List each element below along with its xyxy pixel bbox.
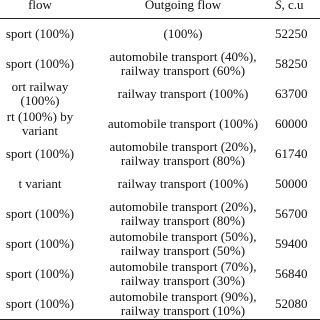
header-cell: S, c.u — [275, 0, 320, 14]
cell-text: sport (100%) — [5, 56, 75, 71]
header-text: S, c.u — [275, 0, 304, 12]
cell-text: 59400 — [275, 236, 308, 251]
table-cell: railway transport (100%) — [86, 169, 280, 199]
table-cell: sport (100%) — [0, 19, 80, 49]
table-cell: automobile transport (90%), railway trans… — [86, 289, 280, 319]
table-cell: sport (100%) — [0, 139, 80, 169]
cell-text: automobile transport (50%), — [109, 229, 257, 244]
table-cell: 56700 — [275, 199, 320, 229]
cell-text: t variant — [18, 176, 62, 191]
table-cell: 58250 — [275, 49, 320, 79]
cell-text: automobile transport (20%), — [109, 199, 257, 214]
table-cell: sport (100%) — [0, 199, 80, 229]
table-cell: rt (100%) by variant — [0, 109, 80, 139]
table-cell: sport (100%) — [0, 229, 80, 259]
cell-text: (100%) — [163, 26, 203, 41]
table-cell: automobile transport (50%), railway trans… — [86, 229, 280, 259]
cell-text: railway transport (10%) — [120, 303, 246, 318]
table-cell: automobile transport (70%), railway trans… — [86, 259, 280, 289]
cell-text: variant — [21, 123, 59, 138]
cell-text: railway transport (100%) — [117, 86, 249, 101]
cell-text: sport (100%) — [5, 146, 75, 161]
cell-text: 52250 — [275, 26, 308, 41]
table-cell: sport (100%) — [0, 259, 80, 289]
table-cell: sport (100%) — [0, 289, 80, 319]
cell-text: sport (100%) — [5, 236, 75, 251]
cell-text: sport (100%) — [5, 296, 75, 311]
cell-text: ort railway — [11, 79, 69, 94]
table-cell: 60000 — [275, 109, 320, 139]
header-cell: Outgoing flow — [86, 0, 280, 14]
table-cell: automobile transport (20%), railway trans… — [86, 139, 280, 169]
header-text: flow — [28, 0, 52, 12]
table-cell: 52080 — [275, 289, 320, 319]
cell-text: 60000 — [275, 116, 308, 131]
cell-text: railway transport (60%) — [120, 63, 246, 78]
header-rule — [0, 18, 320, 19]
table-cell: t variant — [0, 169, 80, 199]
cell-text: sport (100%) — [5, 266, 75, 281]
cell-text: automobile transport (20%), — [109, 139, 257, 154]
table-cell: 63700 — [275, 79, 320, 109]
table-cell: (100%) — [86, 19, 280, 49]
table-cell: 50000 — [275, 169, 320, 199]
header-cell: flow — [0, 0, 80, 14]
cell-text: 61740 — [275, 146, 308, 161]
cell-text: railway transport (100%) — [117, 176, 249, 191]
cell-text: 50000 — [275, 176, 308, 191]
table-cell: automobile transport (20%), railway trans… — [86, 199, 280, 229]
cell-text: 63700 — [275, 86, 308, 101]
cell-text: 52080 — [275, 296, 308, 311]
cell-text: sport (100%) — [5, 26, 75, 41]
cell-text: 56700 — [275, 206, 308, 221]
table-cell: 52250 — [275, 19, 320, 49]
cell-text: (100%) — [20, 93, 60, 108]
table-cell: automobile transport (40%), railway trans… — [86, 49, 280, 79]
table-cell: 56840 — [275, 259, 320, 289]
cell-text: automobile transport (90%), — [109, 289, 257, 304]
table-cell: ort railway (100%) — [0, 79, 80, 109]
cell-text: 56840 — [275, 266, 308, 281]
cell-text: railway transport (80%) — [120, 153, 246, 168]
table-cell: automobile transport (100%) — [86, 109, 280, 139]
table-cell: sport (100%) — [0, 49, 80, 79]
table-cell: railway transport (100%) — [86, 79, 280, 109]
cell-text: automobile transport (100%) — [107, 116, 259, 131]
cell-text: rt (100%) by — [6, 109, 74, 124]
cell-text: sport (100%) — [5, 206, 75, 221]
cell-text: automobile transport (70%), — [109, 259, 257, 274]
cell-text: railway transport (80%) — [120, 213, 246, 228]
table-cell: 61740 — [275, 139, 320, 169]
cell-text: 58250 — [275, 56, 308, 71]
header-text: Outgoing flow — [144, 0, 222, 12]
cell-text: railway transport (50%) — [120, 243, 246, 258]
cell-text: automobile transport (40%), — [109, 49, 257, 64]
table-cell: 59400 — [275, 229, 320, 259]
cell-text: railway transport (30%) — [120, 273, 246, 288]
